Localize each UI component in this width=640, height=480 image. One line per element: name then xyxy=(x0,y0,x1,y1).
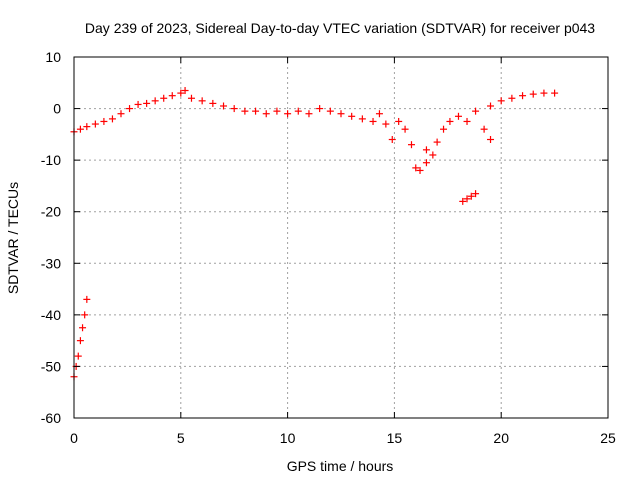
data-point xyxy=(316,105,324,113)
data-point xyxy=(241,107,249,115)
data-point xyxy=(126,105,134,113)
data-point xyxy=(412,164,420,172)
y-tick-label: -50 xyxy=(41,358,61,374)
data-point xyxy=(220,102,228,110)
data-point xyxy=(459,197,467,205)
data-point xyxy=(519,92,527,100)
data-point xyxy=(467,192,475,200)
data-point xyxy=(375,110,383,118)
data-point xyxy=(433,138,441,146)
data-point xyxy=(108,115,116,123)
data-point xyxy=(463,117,471,125)
data-point xyxy=(83,123,91,131)
data-point xyxy=(382,120,390,128)
data-point xyxy=(446,117,454,125)
x-tick-label: 0 xyxy=(70,430,78,446)
data-point xyxy=(117,110,125,118)
data-point xyxy=(294,107,302,115)
data-point xyxy=(134,100,142,108)
data-point xyxy=(326,107,334,115)
data-point xyxy=(76,125,84,133)
data-point xyxy=(160,94,168,102)
data-point xyxy=(348,112,356,120)
data-point xyxy=(337,110,345,118)
y-tick-label: 10 xyxy=(45,49,61,65)
data-point xyxy=(429,151,437,159)
data-point xyxy=(416,166,424,174)
data-point xyxy=(407,141,415,149)
data-point xyxy=(358,115,366,123)
x-tick-label: 15 xyxy=(387,430,403,446)
data-point xyxy=(305,110,313,118)
data-point xyxy=(454,112,462,120)
y-tick-label: -20 xyxy=(41,204,61,220)
data-point xyxy=(497,97,505,105)
plot-frame xyxy=(73,56,609,419)
data-point xyxy=(143,99,151,107)
y-tick-label: 0 xyxy=(53,101,61,117)
data-point xyxy=(181,87,189,95)
data-point xyxy=(79,324,87,332)
data-point xyxy=(230,105,238,113)
x-axis-label: GPS time / hours xyxy=(287,458,394,474)
x-tick-label: 10 xyxy=(280,430,296,446)
data-point xyxy=(395,117,403,125)
y-tick-label: -30 xyxy=(41,255,61,271)
data-points xyxy=(70,87,559,381)
y-axis-label: SDTVAR / TECUs xyxy=(5,182,21,294)
data-point xyxy=(76,337,84,345)
data-point xyxy=(187,94,195,102)
data-point xyxy=(177,89,185,97)
data-point xyxy=(369,117,377,125)
data-point xyxy=(91,120,99,128)
data-point xyxy=(422,146,430,154)
data-point xyxy=(480,125,488,133)
data-point xyxy=(472,190,480,198)
y-axis-ticks: 10 0 -10 -20 -30 -40 -50 -60 xyxy=(41,49,608,426)
x-tick-label: 25 xyxy=(600,430,616,446)
data-point xyxy=(440,125,448,133)
data-point xyxy=(508,94,516,102)
data-point xyxy=(401,125,409,133)
data-point xyxy=(168,92,176,100)
y-tick-label: -40 xyxy=(41,307,61,323)
data-point xyxy=(273,107,281,115)
data-point xyxy=(74,352,82,360)
data-point xyxy=(198,97,206,105)
data-point xyxy=(487,102,495,110)
data-point xyxy=(463,195,471,203)
data-point xyxy=(81,311,89,319)
x-tick-label: 20 xyxy=(493,430,509,446)
data-point xyxy=(100,117,108,125)
data-point xyxy=(422,159,430,167)
x-tick-label: 5 xyxy=(177,430,185,446)
y-tick-label: -60 xyxy=(41,410,61,426)
data-point xyxy=(83,295,91,303)
data-point xyxy=(252,107,260,115)
data-point xyxy=(284,110,292,118)
chart-title: Day 239 of 2023, Sidereal Day-to-day VTE… xyxy=(85,20,595,36)
data-point xyxy=(551,89,559,97)
data-point xyxy=(472,107,480,115)
data-point xyxy=(540,89,548,97)
data-point xyxy=(529,90,537,98)
data-point xyxy=(487,136,495,144)
y-tick-label: -10 xyxy=(41,152,61,168)
data-point xyxy=(388,136,396,144)
data-point xyxy=(151,97,159,105)
x-axis-ticks: 0 5 10 15 20 25 xyxy=(70,57,616,446)
data-point xyxy=(262,110,270,118)
data-point xyxy=(209,99,217,107)
